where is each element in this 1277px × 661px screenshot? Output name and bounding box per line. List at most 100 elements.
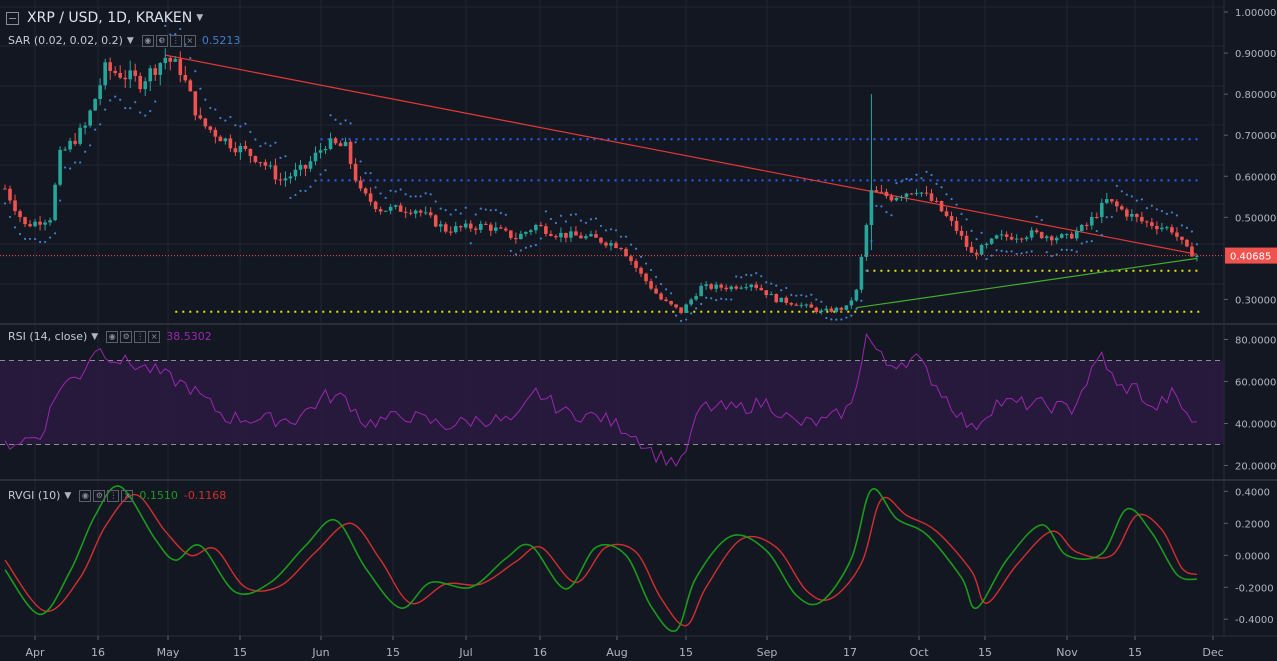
candle-up (383, 210, 388, 212)
candle-up (919, 192, 924, 194)
candle-up (1014, 238, 1019, 240)
candle-down (679, 307, 683, 313)
sar-dot (890, 214, 893, 217)
candle-up (98, 85, 102, 99)
candle-up (979, 245, 984, 255)
sar-dot (1155, 208, 1158, 211)
sar-dot (970, 229, 973, 232)
eye-icon[interactable]: ◉ (106, 330, 119, 343)
sar-dot (404, 193, 407, 196)
sar-dot (104, 108, 107, 111)
candle-down (764, 290, 769, 296)
sar-dot (79, 161, 82, 164)
rvgi-signal-value: -0.1168 (183, 489, 227, 502)
candle-up (904, 193, 909, 197)
candle-up (769, 294, 774, 296)
sar-dot (28, 237, 32, 241)
settings-icon[interactable]: ⚙ (120, 330, 133, 343)
sar-dot (725, 298, 728, 301)
sar-label[interactable]: SAR (0.02, 0.02, 0.2) (8, 34, 123, 47)
sar-dot (990, 254, 993, 257)
candle-down (248, 148, 253, 157)
candle-down (939, 200, 944, 212)
candle-down (118, 73, 122, 78)
more-icon[interactable]: ⋮ (169, 34, 182, 47)
settings-icon[interactable]: ⚙ (93, 489, 106, 502)
candle-up (1079, 224, 1084, 232)
candle-up (589, 234, 593, 237)
sar-dot (484, 208, 487, 211)
time-tick-label: Apr (25, 646, 45, 659)
sar-dot (945, 193, 948, 196)
sar-dot (915, 173, 918, 176)
price-tick-label: 0.80000 (1235, 90, 1276, 101)
candle-down (408, 212, 413, 214)
candle-up (849, 300, 854, 306)
sar-dot (1135, 199, 1138, 202)
symbol-title[interactable]: XRP / USD, 1D, KRAKEN (27, 10, 193, 26)
sar-dot (1085, 240, 1088, 243)
candle-down (889, 196, 894, 201)
sar-dot (1010, 250, 1013, 253)
candle-down (443, 224, 448, 232)
sar-dot (1030, 250, 1033, 253)
sar-dot (895, 182, 898, 185)
sar-dot (529, 245, 532, 248)
chevron-down-icon[interactable]: ▼ (91, 331, 99, 342)
candle-down (544, 226, 548, 234)
candle-down (338, 143, 343, 147)
rsi-label[interactable]: RSI (14, close) (8, 330, 88, 343)
time-tick-label: Oct (909, 646, 929, 659)
sar-dot (1050, 254, 1053, 258)
sar-dot (454, 208, 457, 211)
chevron-down-icon[interactable]: ▼ (126, 35, 134, 46)
sar-dot (189, 56, 192, 60)
sar-dot (524, 246, 527, 249)
candle-down (203, 118, 208, 127)
chevron-down-icon[interactable]: ▼ (64, 490, 72, 501)
more-icon[interactable]: ⋮ (107, 489, 120, 502)
candle-down (73, 140, 77, 144)
close-icon[interactable]: × (121, 489, 134, 502)
sar-dot (89, 144, 92, 147)
eye-icon[interactable]: ◉ (141, 34, 154, 47)
candle-up (318, 150, 323, 153)
candle-up (413, 210, 418, 214)
candle-up (478, 223, 483, 230)
sar-dot (204, 98, 207, 101)
rvgi-label[interactable]: RVGI (10) (8, 489, 61, 502)
candle-up (699, 285, 703, 297)
candle-down (278, 179, 283, 181)
sar-dot (1130, 195, 1133, 198)
candle-up (388, 206, 393, 211)
candle-down (644, 273, 648, 282)
close-icon[interactable]: × (148, 330, 161, 343)
sar-dot (745, 273, 748, 276)
candle-up (298, 164, 303, 170)
candle-down (959, 230, 964, 236)
sar-dot (159, 39, 162, 42)
candle-up (1074, 231, 1079, 239)
candle-up (463, 223, 468, 228)
collapse-icon[interactable] (6, 11, 19, 25)
candle-down (954, 220, 959, 231)
more-icon[interactable]: ⋮ (134, 330, 147, 343)
chevron-down-icon[interactable]: ▼ (196, 13, 204, 23)
candle-down (774, 294, 779, 303)
candle-up (824, 308, 829, 311)
sar-dot (469, 242, 472, 245)
candle-down (428, 212, 433, 216)
settings-icon[interactable]: ⚙ (155, 34, 168, 47)
sar-dot (835, 318, 838, 321)
time-tick-label: 15 (233, 646, 247, 659)
eye-icon[interactable]: ◉ (79, 489, 92, 502)
sar-dot (299, 189, 302, 192)
rvgi-value: 0.1510 (139, 489, 178, 502)
candle-up (148, 68, 153, 82)
sar-dot (750, 274, 753, 277)
sar-dot (244, 122, 247, 125)
candle-up (143, 81, 148, 90)
sar-dot (284, 155, 287, 158)
close-icon[interactable]: × (183, 34, 196, 47)
